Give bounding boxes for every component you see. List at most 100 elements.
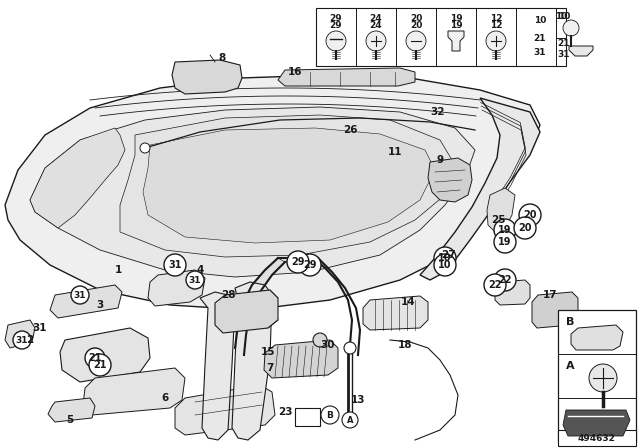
Polygon shape [532, 292, 578, 328]
Text: 21: 21 [534, 34, 547, 43]
Circle shape [484, 274, 506, 296]
Text: 18: 18 [397, 340, 412, 350]
Text: 31: 31 [33, 323, 47, 333]
Polygon shape [569, 46, 593, 56]
Polygon shape [363, 296, 428, 330]
Circle shape [494, 269, 516, 291]
Text: 21: 21 [93, 360, 107, 370]
Circle shape [313, 333, 327, 347]
Text: 19: 19 [450, 13, 462, 22]
Text: 10: 10 [555, 12, 567, 21]
Polygon shape [30, 107, 475, 277]
Text: 24: 24 [370, 13, 382, 22]
Text: 494632: 494632 [578, 434, 616, 443]
Circle shape [434, 254, 456, 276]
Text: 31: 31 [16, 336, 28, 345]
Polygon shape [232, 282, 272, 440]
Text: 25: 25 [491, 215, 505, 225]
Polygon shape [215, 290, 278, 333]
Text: 11: 11 [388, 147, 403, 157]
Polygon shape [50, 285, 122, 318]
Text: 14: 14 [401, 297, 415, 307]
Circle shape [366, 31, 386, 51]
Circle shape [71, 286, 89, 304]
Text: 13: 13 [351, 395, 365, 405]
Circle shape [299, 254, 321, 276]
Polygon shape [264, 340, 338, 378]
Bar [316, 8, 566, 66]
Polygon shape [420, 98, 540, 280]
Circle shape [321, 406, 339, 424]
Polygon shape [571, 325, 623, 350]
Text: 31: 31 [189, 276, 201, 284]
Text: 19: 19 [450, 21, 462, 30]
Text: 16: 16 [288, 67, 302, 77]
Polygon shape [120, 115, 455, 257]
Polygon shape [5, 320, 35, 348]
Text: 8: 8 [218, 53, 226, 63]
Circle shape [326, 31, 346, 51]
Polygon shape [495, 280, 530, 305]
Text: 10: 10 [438, 253, 452, 263]
Text: 20: 20 [410, 21, 422, 30]
Text: 20: 20 [410, 13, 422, 22]
Circle shape [164, 254, 186, 276]
Text: 20: 20 [518, 223, 532, 233]
Circle shape [85, 348, 105, 368]
Text: 31: 31 [74, 290, 86, 300]
Text: 12: 12 [490, 13, 502, 22]
Text: B: B [326, 410, 333, 419]
Circle shape [494, 231, 516, 253]
Text: 29: 29 [303, 260, 317, 270]
Polygon shape [48, 398, 95, 422]
Polygon shape [175, 385, 275, 435]
Circle shape [342, 412, 358, 428]
Text: 29: 29 [330, 13, 342, 22]
Circle shape [186, 271, 204, 289]
Bar [558, 310, 636, 442]
Text: 21: 21 [88, 353, 102, 363]
Text: 26: 26 [343, 125, 357, 135]
Polygon shape [143, 128, 435, 243]
Bar [558, 430, 636, 446]
Text: A: A [347, 415, 353, 425]
Circle shape [589, 364, 617, 392]
Text: 17: 17 [543, 290, 557, 300]
Text: 30: 30 [321, 340, 335, 350]
Circle shape [287, 251, 309, 273]
Polygon shape [200, 292, 235, 440]
Text: 10: 10 [534, 16, 546, 25]
Circle shape [563, 20, 579, 36]
Circle shape [434, 247, 456, 269]
Polygon shape [148, 270, 205, 306]
Text: 3: 3 [97, 300, 104, 310]
Text: 31: 31 [557, 49, 570, 59]
Text: 29: 29 [291, 257, 305, 267]
Text: A: A [566, 361, 575, 371]
Text: 32: 32 [431, 107, 445, 117]
Text: 9: 9 [436, 155, 444, 165]
Circle shape [89, 354, 111, 376]
Circle shape [406, 31, 426, 51]
Text: 27: 27 [441, 250, 455, 260]
Text: 10: 10 [558, 12, 570, 21]
Polygon shape [235, 258, 285, 355]
Polygon shape [428, 158, 472, 202]
Polygon shape [30, 128, 125, 228]
Text: 6: 6 [161, 393, 168, 403]
Circle shape [514, 217, 536, 239]
Circle shape [140, 143, 150, 153]
Text: 19: 19 [499, 225, 512, 235]
Polygon shape [172, 60, 242, 94]
Polygon shape [278, 68, 415, 86]
Text: 22: 22 [499, 275, 512, 285]
Text: 22: 22 [488, 280, 502, 290]
Text: 2: 2 [26, 335, 34, 345]
Polygon shape [487, 188, 515, 232]
Text: 10: 10 [438, 260, 452, 270]
Text: 7: 7 [266, 363, 274, 373]
Polygon shape [60, 328, 150, 382]
Text: 19: 19 [499, 237, 512, 247]
Polygon shape [448, 31, 464, 51]
Text: 5: 5 [67, 415, 74, 425]
